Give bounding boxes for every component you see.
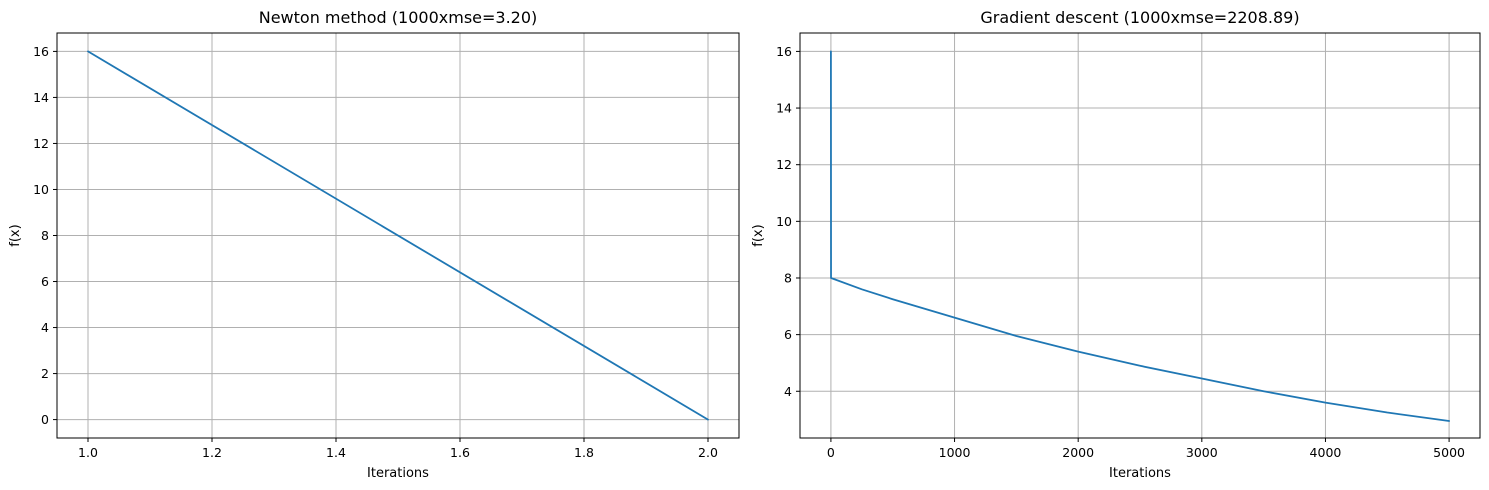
y-tick-label: 10 bbox=[33, 182, 49, 197]
y-tick-label: 8 bbox=[41, 228, 49, 243]
series-layer bbox=[830, 50, 1450, 422]
y-axis-label: f(x) bbox=[8, 224, 23, 246]
x-tick-label: 1.0 bbox=[78, 445, 98, 460]
y-tick-label: 6 bbox=[784, 327, 792, 342]
y-tick-label: 0 bbox=[41, 412, 49, 427]
y-tick-label: 16 bbox=[33, 44, 49, 59]
x-tick-label: 4000 bbox=[1310, 445, 1342, 460]
x-tick-label: 3000 bbox=[1186, 445, 1218, 460]
x-tick-label: 0 bbox=[827, 445, 835, 460]
x-tick-label: 5000 bbox=[1433, 445, 1465, 460]
x-tick-label: 1.6 bbox=[450, 445, 470, 460]
y-tick-label: 10 bbox=[776, 214, 792, 229]
plot-area bbox=[800, 33, 1480, 438]
ticks: 1.0 1.2 1.4 1.6 1.8 2.0 0 2 4 6 8 10 12 14 16 bbox=[33, 44, 718, 460]
y-tick-label: 8 bbox=[784, 270, 792, 285]
newton-method-chart: 1.0 1.2 1.4 1.6 1.8 2.0 0 2 4 6 8 10 12 14 16 Newton m… bbox=[8, 8, 740, 481]
y-tick-label: 2 bbox=[41, 366, 49, 381]
y-tick-label: 4 bbox=[41, 320, 49, 335]
grid-lines bbox=[800, 33, 1480, 438]
chart-title: Gradient descent (1000xmse=2208.89) bbox=[980, 8, 1299, 27]
x-axis-label: Iterations bbox=[1109, 466, 1171, 481]
y-axis-label: f(x) bbox=[751, 224, 766, 246]
x-tick-label: 1.4 bbox=[326, 445, 346, 460]
y-tick-label: 12 bbox=[776, 157, 792, 172]
x-tick-label: 1.8 bbox=[574, 445, 594, 460]
y-tick-label: 14 bbox=[776, 101, 792, 116]
series-line bbox=[87, 50, 709, 421]
x-tick-label: 1000 bbox=[939, 445, 971, 460]
chart-title: Newton method (1000xmse=3.20) bbox=[259, 8, 538, 27]
y-tick-label: 6 bbox=[41, 274, 49, 289]
x-tick-label: 2000 bbox=[1062, 445, 1094, 460]
gradient-descent-chart: 0 1000 2000 3000 4000 5000 4 6 8 10 12 14 16 Gradien… bbox=[751, 8, 1481, 481]
ticks: 0 1000 2000 3000 4000 5000 4 6 8 10 12 14 16 bbox=[776, 44, 1465, 460]
axes-frame bbox=[799, 32, 1481, 439]
y-tick-label: 14 bbox=[33, 90, 49, 105]
y-tick-label: 12 bbox=[33, 136, 49, 151]
y-tick-label: 16 bbox=[776, 44, 792, 59]
series-line bbox=[830, 50, 1450, 422]
x-tick-label: 1.2 bbox=[202, 445, 222, 460]
x-tick-label: 2.0 bbox=[698, 445, 718, 460]
series-layer bbox=[87, 50, 709, 421]
y-tick-label: 4 bbox=[784, 384, 792, 399]
x-axis-label: Iterations bbox=[367, 466, 429, 481]
